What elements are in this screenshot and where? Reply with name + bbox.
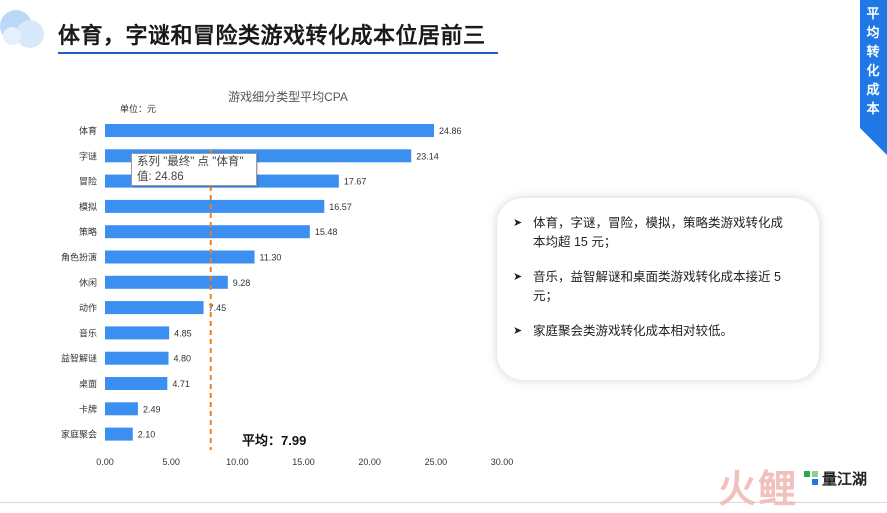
bubble-logo-icon (0, 10, 44, 48)
insights-list: ➤ 体育，字谜，冒险，模拟，策略类游戏转化成本均超 15 元； ➤ 音乐，益智解谜和桌… (497, 198, 819, 341)
x-tick-0: 0.00 (96, 457, 114, 467)
category-label-8: 音乐 (79, 327, 97, 338)
bar-11 (105, 402, 138, 416)
unit-label: 单位：元 (120, 103, 156, 114)
watermark-text: 火鲤 (718, 469, 799, 511)
category-label-11: 卡牌 (79, 403, 97, 414)
value-label-7: 7.45 (209, 303, 227, 313)
category-label-2: 冒险 (79, 176, 97, 187)
arrow-bullet-icon: ➤ (513, 271, 523, 283)
category-label-0: 体育 (79, 125, 97, 136)
insight-item-0: ➤ 体育，字谜，冒险，模拟，策略类游戏转化成本均超 15 元； (513, 214, 795, 252)
arrow-bullet-icon: ➤ (513, 325, 523, 337)
value-label-6: 9.28 (233, 278, 251, 288)
x-tick-3: 15.00 (292, 457, 315, 467)
value-label-4: 15.48 (315, 227, 338, 237)
category-label-4: 策略 (79, 226, 97, 237)
corner-label: 平均转化成本 (866, 6, 880, 116)
category-label-10: 桌面 (79, 378, 97, 389)
value-label-10: 4.71 (172, 379, 190, 389)
value-label-2: 17.67 (344, 177, 367, 187)
insight-text: 家庭聚会类游戏转化成本相对较低。 (533, 324, 734, 338)
bar-8 (105, 326, 170, 340)
insight-item-2: ➤ 家庭聚会类游戏转化成本相对较低。 (513, 322, 795, 341)
category-label-6: 休闲 (79, 277, 97, 288)
slide-title: 体育，字谜和冒险类游戏转化成本位居前三 (58, 23, 486, 48)
x-tick-5: 25.00 (425, 457, 448, 467)
footer-divider (0, 502, 887, 503)
tooltip-value: 值: 24.86 (137, 171, 184, 183)
value-label-1: 23.14 (416, 151, 439, 161)
value-label-9: 4.80 (174, 354, 192, 364)
bar-12 (105, 427, 133, 441)
x-tick-6: 30.00 (491, 457, 514, 467)
value-label-12: 2.10 (138, 430, 156, 440)
bar-4 (105, 225, 310, 239)
category-label-1: 字谜 (79, 150, 97, 161)
title-underline (58, 52, 498, 54)
brand-mark-icon (804, 471, 818, 485)
insight-text: 音乐，益智解谜和桌面类游戏转化成本接近 5 元； (533, 270, 781, 303)
tooltip-series: 系列 "最终" 点 "体育" (137, 156, 244, 168)
value-label-11: 2.49 (143, 404, 161, 414)
bar-3 (105, 199, 325, 213)
category-label-3: 模拟 (79, 201, 97, 212)
corner-tab (860, 0, 887, 155)
data-tooltip: 系列 "最终" 点 "体育" 值: 24.86 (131, 153, 257, 186)
value-label-8: 4.85 (174, 328, 192, 338)
bar-5 (105, 250, 255, 264)
category-label-7: 动作 (79, 302, 97, 313)
x-tick-1: 5.00 (162, 457, 180, 467)
watermark-badge: 量江湖 (804, 467, 867, 489)
value-label-3: 16.57 (329, 202, 352, 212)
arrow-bullet-icon: ➤ (513, 217, 523, 229)
bar-0 (105, 124, 434, 137)
x-tick-4: 20.00 (358, 457, 381, 467)
bar-9 (105, 351, 169, 365)
insight-item-1: ➤ 音乐，益智解谜和桌面类游戏转化成本接近 5 元； (513, 268, 795, 306)
x-tick-2: 10.00 (226, 457, 249, 467)
watermark-badge-text: 量江湖 (822, 470, 868, 488)
bar-7 (105, 301, 204, 315)
average-label: 平均：7.99 (242, 433, 307, 448)
insights-box: ➤ 体育，字谜，冒险，模拟，策略类游戏转化成本均超 15 元； ➤ 音乐，益智解谜和桌… (497, 198, 819, 380)
bar-10 (105, 377, 168, 390)
category-label-9: 益智解谜 (61, 353, 97, 364)
value-label-5: 11.30 (260, 253, 282, 263)
value-label-0: 24.86 (439, 126, 462, 136)
bar-6 (105, 275, 228, 289)
chart-title: 游戏细分类型平均CPA (228, 90, 348, 104)
insight-text: 体育，字谜，冒险，模拟，策略类游戏转化成本均超 15 元； (533, 216, 784, 249)
category-label-12: 家庭聚会 (61, 429, 97, 440)
category-label-5: 角色扮演 (61, 252, 97, 263)
